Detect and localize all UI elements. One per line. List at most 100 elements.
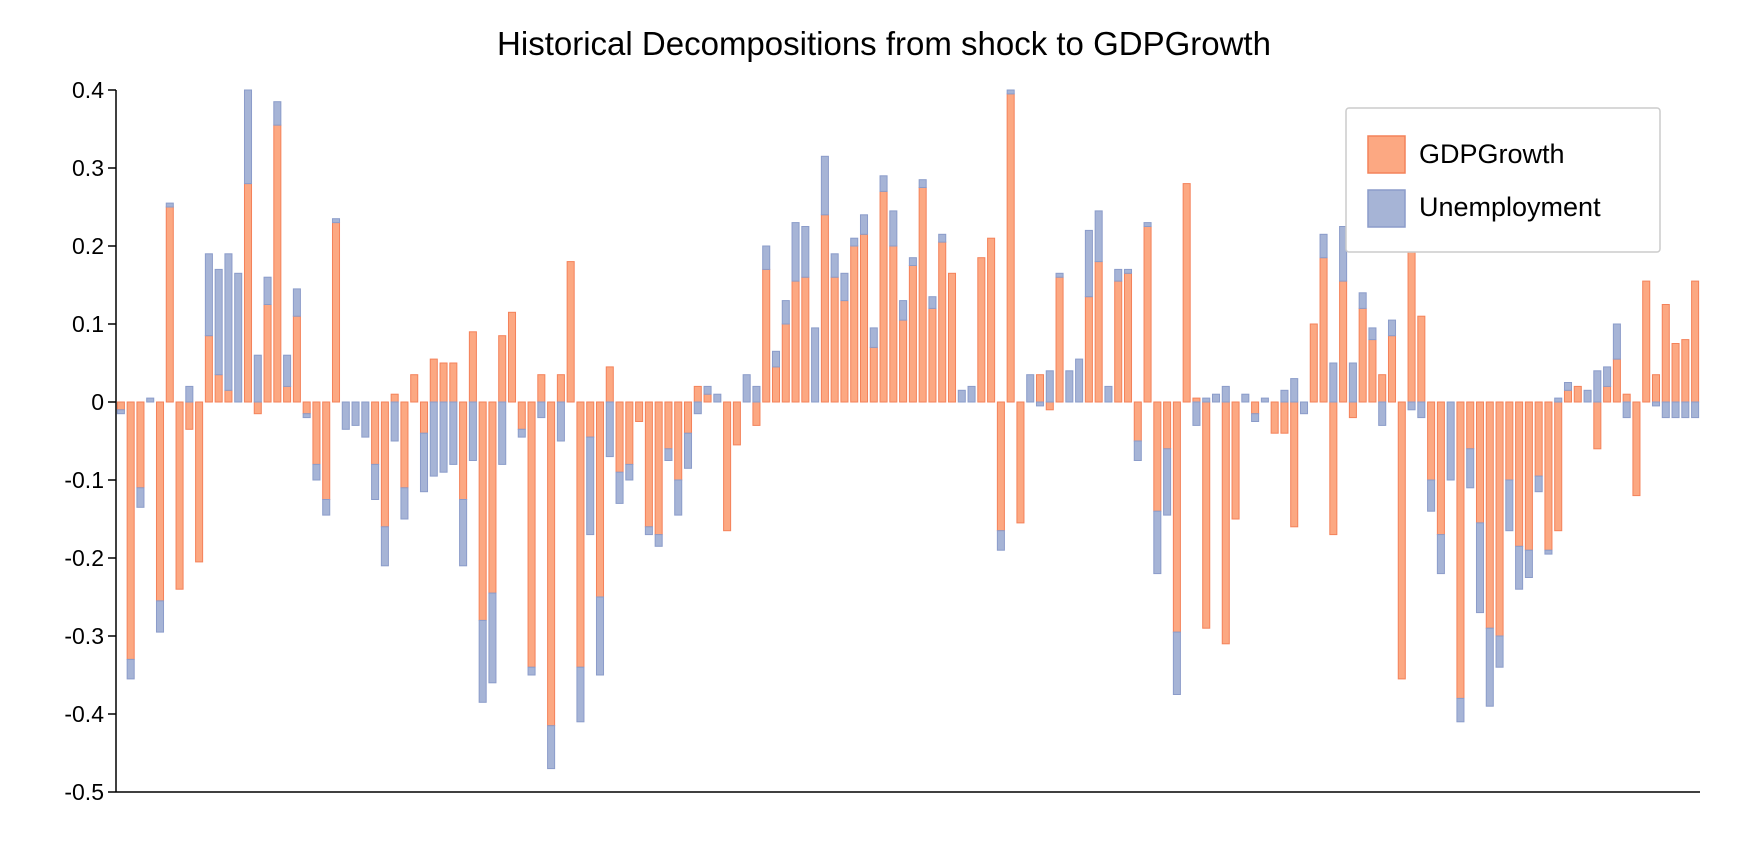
bar-gdpgrowth	[1035, 374, 1045, 403]
bar-gdpgrowth	[615, 401, 624, 473]
bar-gdpgrowth	[1378, 374, 1387, 403]
bar-unemployment	[468, 401, 477, 461]
bar-unemployment	[1329, 362, 1338, 403]
bar-unemployment	[1407, 401, 1416, 411]
bar-unemployment	[1436, 534, 1445, 575]
bar-gdpgrowth	[752, 401, 761, 426]
bar-gdpgrowth	[1143, 226, 1152, 403]
bar-gdpgrowth	[165, 206, 174, 403]
bar-gdpgrowth	[517, 401, 526, 430]
bar-unemployment	[547, 725, 556, 770]
bar-gdpgrowth	[449, 362, 458, 403]
bar-unemployment	[1035, 401, 1045, 407]
bar-gdpgrowth	[507, 311, 517, 403]
bar-unemployment	[908, 257, 917, 267]
bar-unemployment	[879, 175, 888, 192]
bar-unemployment	[527, 666, 536, 676]
bar-gdpgrowth	[1270, 401, 1279, 434]
bar-gdpgrowth	[1319, 257, 1328, 403]
bar-gdpgrowth	[987, 237, 996, 403]
bar-gdpgrowth	[1094, 261, 1103, 403]
bar-gdpgrowth	[1290, 401, 1299, 528]
bar-unemployment	[341, 401, 350, 430]
bar-unemployment	[517, 428, 526, 438]
bar-gdpgrowth	[1172, 401, 1181, 633]
bar-unemployment	[791, 222, 800, 282]
y-tick-label: 0.1	[72, 311, 104, 337]
bar-unemployment	[1603, 366, 1612, 387]
bar-unemployment	[820, 155, 829, 216]
bar-unemployment	[644, 526, 653, 536]
bar-unemployment	[263, 276, 272, 306]
y-tick-label: 0	[91, 389, 104, 415]
bar-unemployment	[1260, 397, 1269, 403]
y-tick-label: 0.3	[72, 155, 104, 181]
bar-gdpgrowth	[791, 280, 800, 403]
bar-unemployment	[400, 487, 409, 520]
bar-unemployment	[1211, 393, 1221, 403]
bar-gdpgrowth	[1593, 401, 1602, 450]
bar-unemployment	[1143, 222, 1152, 228]
bar-gdpgrowth	[263, 304, 272, 403]
bar-unemployment	[576, 666, 585, 723]
bar-unemployment	[116, 409, 125, 415]
bar-unemployment	[1251, 413, 1260, 423]
y-tick-label: 0.2	[72, 233, 104, 259]
bar-unemployment	[1505, 479, 1514, 532]
bar-gdpgrowth	[322, 401, 331, 500]
bar-gdpgrowth	[253, 401, 262, 415]
bar-gdpgrowth	[429, 358, 438, 403]
bar-gdpgrowth	[1436, 401, 1445, 536]
bar-gdpgrowth	[703, 393, 712, 403]
bar-gdpgrowth	[1163, 401, 1172, 450]
bar-gdpgrowth	[938, 241, 947, 403]
bar-gdpgrowth	[1309, 323, 1318, 403]
bar-gdpgrowth	[1603, 385, 1612, 403]
bar-gdpgrowth	[566, 261, 575, 403]
bar-unemployment	[371, 463, 380, 500]
bar-unemployment	[380, 526, 389, 567]
bar-gdpgrowth	[468, 331, 477, 403]
bar-unemployment	[1133, 440, 1142, 461]
bar-unemployment	[1524, 549, 1533, 579]
bar-unemployment	[781, 300, 790, 325]
bar-gdpgrowth	[1681, 339, 1690, 403]
bar-gdpgrowth	[1573, 385, 1582, 403]
bar-unemployment	[1114, 268, 1123, 282]
y-tick-label: -0.5	[64, 779, 104, 805]
bar-unemployment	[146, 397, 155, 403]
y-tick-label: -0.3	[64, 623, 104, 649]
bar-gdpgrowth	[547, 401, 556, 727]
bar-unemployment	[537, 401, 546, 419]
bar-gdpgrowth	[175, 401, 184, 590]
bar-unemployment	[771, 350, 781, 368]
bar-unemployment	[234, 272, 243, 403]
bar-gdpgrowth	[1348, 401, 1357, 419]
bar-gdpgrowth	[1475, 401, 1485, 524]
bar-gdpgrowth	[1153, 401, 1162, 512]
bar-gdpgrowth	[1231, 401, 1240, 520]
bar-unemployment	[488, 592, 497, 684]
bar-gdpgrowth	[1397, 401, 1406, 680]
bar-gdpgrowth	[820, 214, 829, 403]
bar-gdpgrowth	[400, 401, 409, 489]
bar-unemployment	[967, 385, 976, 403]
bar-unemployment	[1065, 370, 1074, 403]
chart-title: Historical Decompositions from shock to …	[497, 25, 1271, 62]
bar-gdpgrowth	[644, 401, 653, 528]
bar-unemployment	[1485, 627, 1494, 707]
bar-unemployment	[155, 600, 165, 633]
bar-gdpgrowth	[1084, 296, 1093, 403]
bar-unemployment	[1339, 226, 1348, 282]
bar-unemployment	[1163, 448, 1172, 516]
bar-unemployment	[1221, 385, 1230, 403]
bar-unemployment	[703, 385, 712, 395]
bar-gdpgrowth	[1045, 401, 1054, 411]
bar-gdpgrowth	[1407, 237, 1416, 403]
bar-gdpgrowth	[1358, 307, 1367, 403]
bar-gdpgrowth	[879, 190, 888, 403]
bar-unemployment	[1123, 268, 1133, 274]
bar-unemployment	[351, 401, 360, 426]
bar-unemployment	[1612, 323, 1621, 360]
